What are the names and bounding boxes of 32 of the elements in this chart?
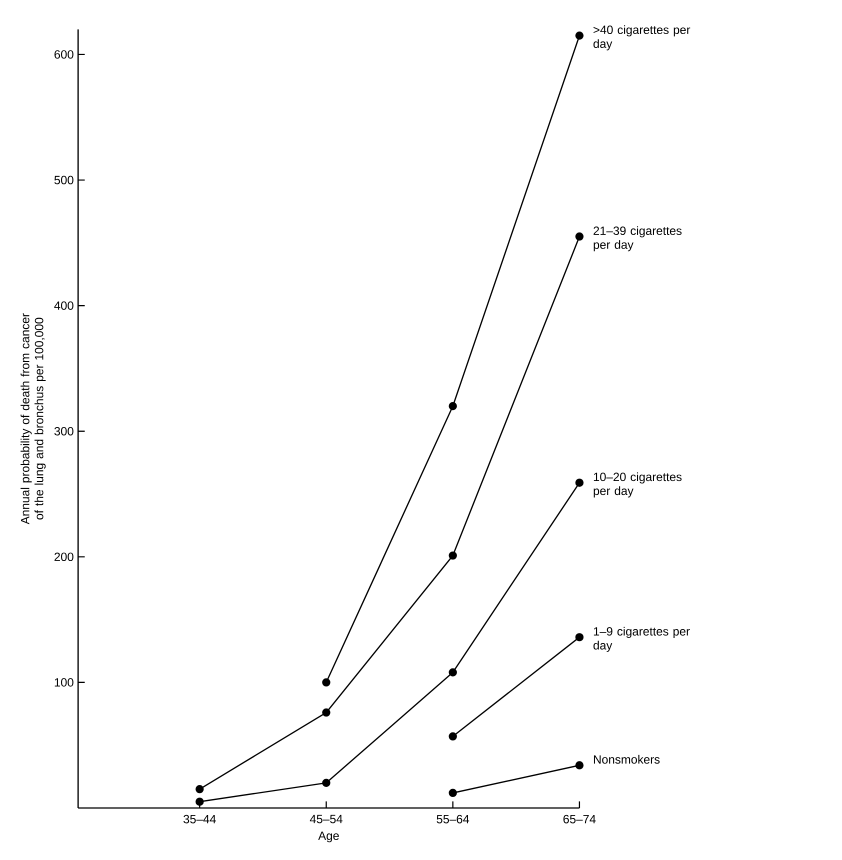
series-label: 21–39 cigarettes per day: [593, 226, 682, 252]
x-tick-label: 55–64: [436, 814, 469, 824]
y-tick-label: 500: [54, 176, 74, 184]
y-tick-label: 400: [54, 301, 74, 310]
point: [575, 232, 584, 241]
x-tick-label: 45–54: [310, 814, 342, 824]
x-tick-label: 35–44: [183, 814, 216, 824]
series-label: 1–9 cigarettes per day: [593, 626, 690, 652]
point: [575, 31, 584, 40]
point: [448, 732, 457, 741]
y-tick-label: 100: [54, 678, 74, 687]
series-label: 10–20 cigarettes per day: [594, 472, 682, 498]
point: [195, 798, 204, 806]
series-label: >40 cigarettes per day: [593, 25, 690, 50]
series-label: Nonsmokers: [594, 754, 660, 764]
point: [322, 778, 330, 787]
point: [448, 788, 457, 798]
point: [575, 761, 584, 770]
y-tick-label: 300: [54, 426, 74, 436]
point: [448, 668, 457, 676]
y-tick-label: 200: [54, 552, 74, 562]
point: [322, 708, 330, 717]
x-axis-title: Age: [318, 832, 339, 842]
y-tick-label: 600: [54, 50, 74, 59]
point: [448, 402, 457, 410]
point: [575, 633, 584, 642]
point: [448, 551, 457, 560]
y-axis-title: Annual probability of death from cancer of the lung and bronchus per 100,000: [20, 313, 46, 524]
point: [195, 785, 204, 794]
point: [575, 478, 584, 487]
x-tick-label: 65–74: [563, 814, 596, 824]
point: [322, 678, 330, 687]
